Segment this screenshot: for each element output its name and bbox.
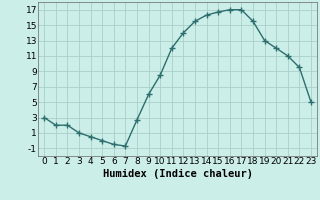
X-axis label: Humidex (Indice chaleur): Humidex (Indice chaleur) (103, 169, 252, 179)
